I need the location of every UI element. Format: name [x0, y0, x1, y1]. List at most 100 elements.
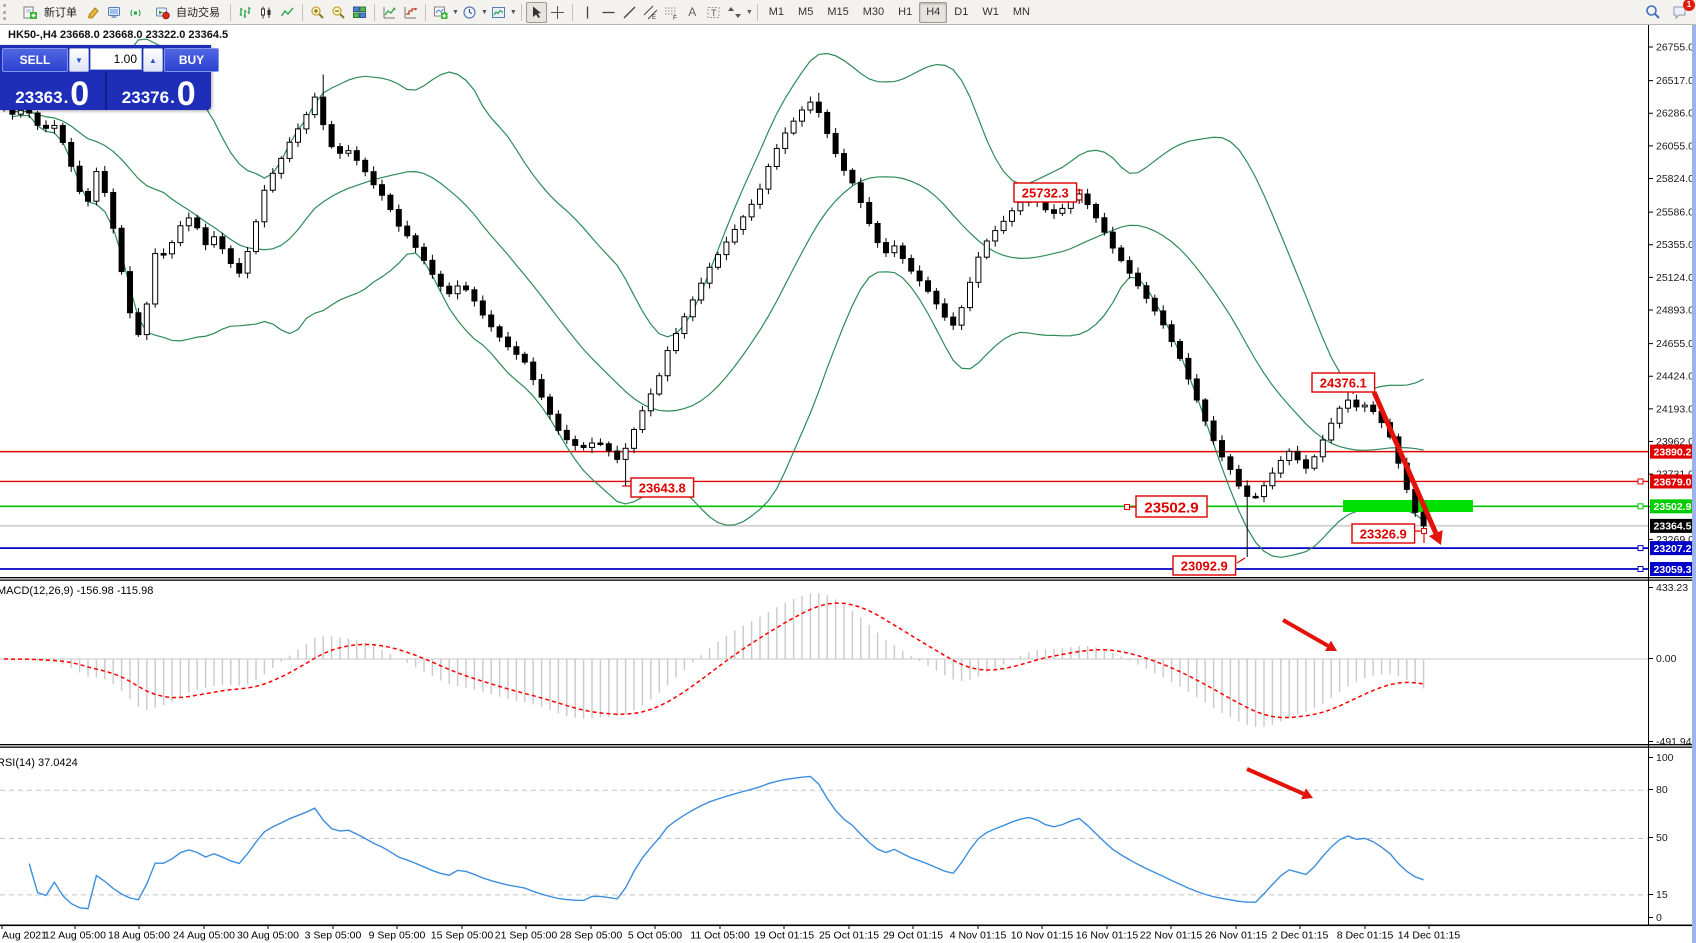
main-price-pane: [0, 38, 1648, 572]
price-callout-23092.9[interactable]: 23092.9: [1172, 555, 1237, 576]
timeframe-m5[interactable]: M5: [798, 5, 814, 18]
timeframe-m30[interactable]: M30: [862, 5, 885, 18]
svg-text:100: 100: [1656, 752, 1674, 764]
window-edge: [1692, 24, 1696, 943]
crosshair-tool-icon[interactable]: [547, 2, 568, 23]
tile-windows-icon[interactable]: [349, 2, 370, 23]
date-axis-label: 24 Aug 05:00: [173, 930, 235, 942]
date-axis-label: 4 Nov 01:15: [950, 930, 1007, 942]
price-tag-23679.0: 23679.0: [1650, 474, 1695, 489]
price-tag-23059.3: 23059.3: [1650, 561, 1695, 576]
price-axis-label: 24193.0: [1656, 403, 1694, 415]
templates-icon[interactable]: [488, 2, 509, 23]
autotrade-icon: [152, 2, 173, 23]
volume-input[interactable]: 1.00: [90, 48, 142, 70]
buy-button[interactable]: BUY: [164, 48, 219, 72]
templates-caret[interactable]: ▼: [509, 8, 517, 16]
timeframe-h4[interactable]: H4: [919, 1, 948, 23]
date-axis-label: 8 Dec 01:15: [1337, 930, 1394, 942]
trendline-tool-icon[interactable]: [619, 2, 640, 23]
arrows-tool-caret[interactable]: ▼: [745, 8, 753, 16]
sell-button[interactable]: SELL: [2, 48, 68, 72]
indicator-list-icon[interactable]: [379, 2, 400, 23]
autotrade-button[interactable]: 自动交易: [146, 1, 226, 24]
new-order-button[interactable]: 新订单: [14, 1, 83, 24]
volume-decrease-button[interactable]: ▼: [69, 48, 89, 72]
price-tag-23502.9: 23502.9: [1650, 499, 1695, 514]
add-indicator-caret[interactable]: ▼: [452, 8, 459, 16]
macd-pane: [0, 593, 1648, 727]
step-by-step-icon[interactable]: [400, 2, 421, 23]
trend-arrow[interactable]: [1246, 767, 1313, 800]
timeframe-m1[interactable]: M1: [768, 5, 785, 18]
date-axis-label: 25 Oct 01:15: [819, 930, 879, 942]
trend-arrow[interactable]: [1371, 390, 1443, 545]
timeframe-w1[interactable]: W1: [982, 5, 999, 18]
svg-text:23502.9: 23502.9: [1654, 501, 1692, 513]
fibonacci-tool-icon[interactable]: F: [661, 2, 682, 23]
macd-signal-line: [3, 602, 1424, 719]
price-axis-label: 25824.0: [1656, 173, 1694, 185]
notification-badge[interactable]: 1: [1683, 0, 1695, 11]
label-tool-icon[interactable]: T: [703, 2, 724, 23]
price-callout-24376.1[interactable]: 24376.1: [1311, 372, 1376, 393]
timeframe-bar: M1 M5 M15 M30 H1 H4 D1 W1 MN: [762, 1, 1037, 23]
timeframe-m15[interactable]: M15: [827, 5, 849, 18]
signals-icon[interactable]: [125, 2, 146, 23]
date-axis-label: 2 Dec 01:15: [1272, 930, 1329, 942]
new-order-icon: [20, 2, 41, 23]
date-axis-label: 14 Dec 01:15: [1398, 930, 1461, 942]
svg-text:0: 0: [1656, 912, 1662, 924]
buy-price-fraction: 0: [176, 75, 196, 113]
channel-tool-icon[interactable]: E: [640, 2, 661, 23]
svg-text:23502.9: 23502.9: [1144, 500, 1198, 517]
toolbar-grip[interactable]: [3, 4, 11, 20]
price-callout-23502.9[interactable]: 23502.9: [1135, 495, 1208, 518]
sell-price-dot: .: [63, 88, 69, 107]
price-callout-23326.9[interactable]: 23326.9: [1351, 523, 1416, 544]
line-chart-icon[interactable]: [277, 2, 298, 23]
toolbar-separator: [571, 3, 573, 21]
periods-caret[interactable]: ▼: [480, 8, 488, 16]
price-callout-23643.8[interactable]: 23643.8: [630, 477, 695, 498]
price-axis-label: 26286.0: [1656, 108, 1694, 120]
date-axis-label: 11 Oct 05:00: [690, 930, 750, 942]
vline-tool-icon[interactable]: [577, 2, 598, 23]
svg-text:-491.94: -491.94: [1656, 736, 1692, 748]
zoom-in-icon[interactable]: [307, 2, 328, 23]
hline-tool-icon[interactable]: [598, 2, 619, 23]
timeframe-mn[interactable]: MN: [1012, 5, 1030, 18]
bar-chart-icon[interactable]: [235, 2, 256, 23]
cursor-tool-icon[interactable]: [525, 1, 547, 23]
support-zone-rectangle[interactable]: [1343, 500, 1473, 512]
timeframe-h1[interactable]: H1: [898, 5, 913, 18]
text-tool-icon[interactable]: A: [688, 5, 697, 19]
trend-arrow[interactable]: [1282, 618, 1337, 652]
toolbar-separator: [425, 3, 426, 21]
search-icon[interactable]: [1642, 2, 1663, 23]
date-axis-label: 19 Oct 01:15: [754, 930, 814, 942]
symbol-ohlc-header: HK50-,H4 23668.0 23668.0 23322.0 23364.5: [8, 29, 229, 41]
timeframe-d1[interactable]: D1: [954, 5, 969, 18]
buy-price[interactable]: 23376 . 0: [104, 72, 212, 113]
add-indicator-icon[interactable]: [430, 2, 451, 23]
zoom-out-icon[interactable]: [328, 2, 349, 23]
sell-price-main: 23363: [15, 88, 63, 107]
sell-price[interactable]: 23363 . 0: [0, 72, 105, 111]
price-axis-label: 26755.0: [1656, 42, 1694, 54]
svg-text:23326.9: 23326.9: [1360, 527, 1407, 542]
terminal-icon[interactable]: [104, 2, 125, 23]
price-callout-25732.3[interactable]: 25732.3: [1013, 182, 1078, 203]
candle-chart-icon[interactable]: [256, 2, 277, 23]
svg-text:15: 15: [1656, 889, 1668, 901]
volume-increase-button[interactable]: ▲: [143, 48, 163, 72]
svg-text:23207.2: 23207.2: [1654, 543, 1692, 555]
macd-indicator-label: MACD(12,26,9) -156.98 -115.98: [0, 585, 153, 597]
arrows-tool-icon[interactable]: [724, 2, 745, 23]
price-axis-label: 25586.0: [1656, 207, 1694, 219]
periods-icon[interactable]: [459, 2, 480, 23]
chat-icon[interactable]: 1: [1669, 0, 1695, 23]
metaeditor-icon[interactable]: [83, 2, 104, 23]
svg-text:23364.5: 23364.5: [1654, 521, 1692, 533]
